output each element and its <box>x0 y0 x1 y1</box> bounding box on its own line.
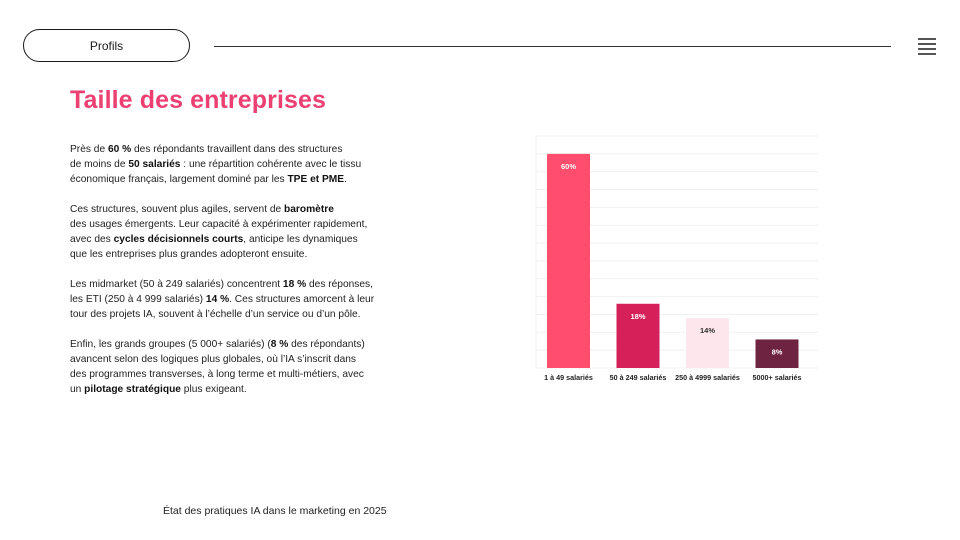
paragraph-text: des répondants) <box>288 339 365 350</box>
paragraph-text: , anticipe les dynamiques <box>243 234 358 245</box>
paragraph-text: que les entreprises plus grandes adopter… <box>70 249 308 260</box>
emphasis-text: 18 % <box>282 279 307 290</box>
emphasis-text: pilotage stratégique <box>84 384 181 395</box>
body-paragraph: Ces structures, souvent plus agiles, ser… <box>70 202 400 262</box>
emphasis-text: 14 % <box>205 294 230 305</box>
emphasis-text: 8 % <box>270 339 289 350</box>
chart-bar <box>547 153 590 368</box>
paragraph-text: des usages émergents. Leur capacité à ex… <box>70 219 368 230</box>
body-text: Près de 60 % des répondants travaillent … <box>70 142 400 412</box>
paragraph-text: : une répartition cohérente avec le tiss… <box>180 159 362 170</box>
paragraph-text: un <box>70 384 85 395</box>
emphasis-text: 50 salariés <box>128 159 181 170</box>
paragraph-text: des programmes transverses, à long terme… <box>70 369 364 380</box>
body-paragraph: Enfin, les grands groupes (5 000+ salari… <box>70 337 400 397</box>
section-tab-label: Profils <box>89 38 124 53</box>
paragraph-text: Les midmarket (50 à 249 salariés) concen… <box>70 279 283 290</box>
body-paragraph: Les midmarket (50 à 249 salariés) concen… <box>70 277 400 322</box>
paragraph-text: économique français, largement dominé pa… <box>70 174 288 185</box>
chart-data-label: 18% <box>630 312 645 321</box>
paragraph-text: des répondants travaillent dans des stru… <box>131 144 343 155</box>
chart-bar <box>686 318 729 368</box>
paragraph-text: . Ces structures amorcent à leur <box>229 294 375 305</box>
paragraph-text: avancent selon des logiques plus globale… <box>70 354 356 365</box>
paragraph-text: les ETI (250 à 4 999 salariés) <box>70 294 206 305</box>
emphasis-text: 60 % <box>107 144 132 155</box>
chart-category-label: 1 à 49 salariés <box>544 373 593 382</box>
paragraph-text: Près de <box>70 144 108 155</box>
paragraph-text: . <box>344 174 347 185</box>
paragraph-text: de moins de <box>70 159 129 170</box>
chart-category-label: 250 à 4999 salariés <box>675 373 740 382</box>
chart-data-label: 14% <box>700 326 715 335</box>
paragraph-text: Ces structures, souvent plus agiles, ser… <box>70 204 285 215</box>
emphasis-text: TPE et PME <box>287 174 345 185</box>
header-divider <box>214 46 891 47</box>
body-paragraph: Près de 60 % des répondants travaillent … <box>70 142 400 187</box>
paragraph-text: plus exigeant. <box>180 384 247 395</box>
chart-category-label: 5000+ salariés <box>753 373 802 382</box>
paragraph-text: avec des <box>70 234 114 245</box>
page-title: Taille des entreprises <box>70 86 327 114</box>
section-tab-profils[interactable]: Profils <box>23 29 190 62</box>
chart-bar <box>755 339 799 368</box>
chart-bar <box>616 303 660 368</box>
paragraph-text: tour des projets IA, souvent à l’échelle… <box>70 309 361 320</box>
paragraph-text: des réponses, <box>306 279 373 290</box>
chart-data-label: 60% <box>561 162 576 171</box>
hamburger-menu-icon[interactable] <box>918 38 936 56</box>
footer-text: État des pratiques IA dans le marketing … <box>163 505 387 517</box>
chart-data-label: 8% <box>772 347 783 356</box>
emphasis-text: cycles décisionnels courts <box>113 234 244 245</box>
emphasis-text: baromètre <box>284 204 334 215</box>
bar-chart: 60% 1 à 49 salariés 18% 50 à 249 salariés 14… <box>535 135 818 382</box>
paragraph-text: Enfin, les grands groupes (5 000+ salari… <box>70 339 271 350</box>
chart-category-label: 50 à 249 salariés <box>610 373 667 382</box>
